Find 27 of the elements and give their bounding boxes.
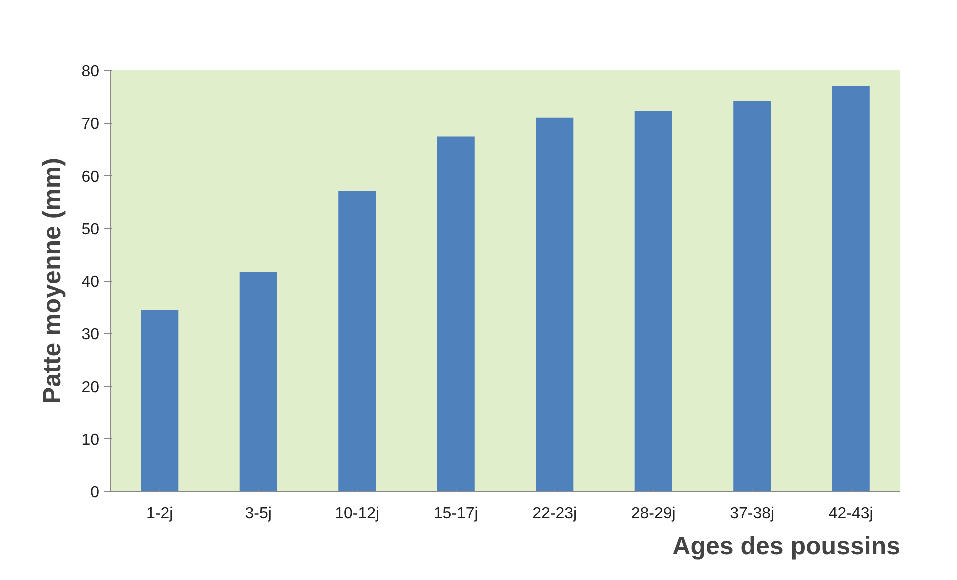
x-tick-label: 28-29j bbox=[631, 506, 676, 522]
y-tick-label: 30 bbox=[82, 326, 100, 344]
y-tick-label: 40 bbox=[82, 274, 100, 291]
x-tick-label: 42-43j bbox=[828, 506, 874, 522]
bar bbox=[141, 310, 179, 492]
y-tick-label: 20 bbox=[82, 379, 100, 396]
x-axis-title: Ages des poussins bbox=[672, 532, 901, 560]
x-tick-label: 37-38j bbox=[730, 506, 775, 522]
bar bbox=[338, 191, 376, 492]
y-tick-label: 10 bbox=[82, 432, 100, 449]
x-tick-label: 10-12j bbox=[335, 506, 380, 522]
bar bbox=[832, 86, 870, 492]
bar bbox=[437, 136, 475, 492]
y-tick-label: 0 bbox=[90, 484, 100, 502]
bar bbox=[734, 101, 772, 492]
x-tick-label: 15-17j bbox=[434, 506, 478, 522]
x-tick-label: 1-2j bbox=[146, 506, 174, 522]
bar bbox=[634, 112, 672, 492]
y-axis-title: Patte moyenne (mm) bbox=[38, 158, 67, 404]
bar bbox=[240, 272, 278, 492]
y-tick-label: 70 bbox=[82, 116, 100, 134]
y-tick-label: 50 bbox=[82, 221, 100, 238]
bar bbox=[536, 118, 574, 492]
x-tick-label: 22-23j bbox=[532, 506, 578, 522]
y-tick-label: 60 bbox=[82, 168, 100, 186]
x-tick-label: 3-5j bbox=[245, 506, 272, 522]
y-tick-label: 80 bbox=[82, 64, 100, 80]
